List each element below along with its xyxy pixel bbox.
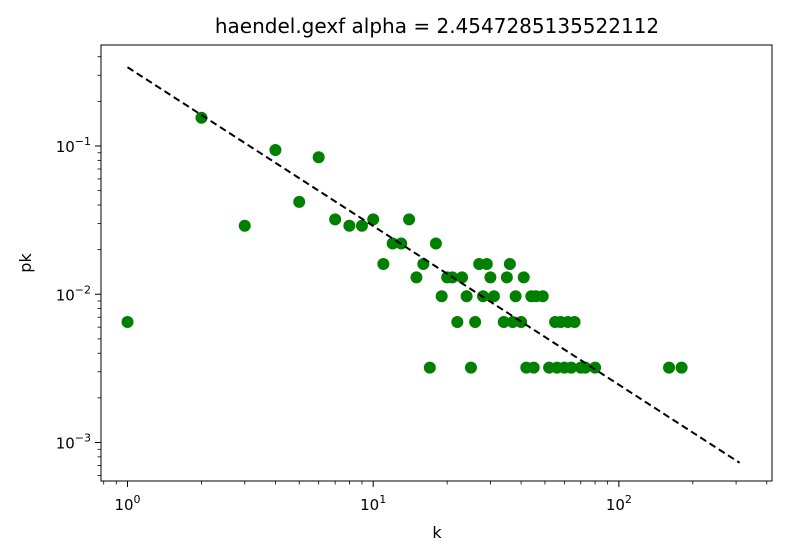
data-point: [675, 361, 688, 374]
data-marks: [121, 66, 741, 464]
plot-background: [101, 45, 772, 481]
data-point: [509, 290, 522, 303]
data-point: [195, 111, 208, 124]
y-axis-label: pk: [16, 253, 35, 273]
data-point: [480, 257, 493, 270]
data-point: [500, 271, 513, 284]
data-point: [293, 195, 306, 208]
data-point: [377, 257, 390, 270]
data-point: [435, 290, 448, 303]
data-point: [343, 219, 356, 232]
data-point: [121, 315, 134, 328]
plot-area: [101, 45, 772, 481]
chart-title: haendel.gexf alpha = 2.4547285135522112: [215, 14, 659, 38]
data-point: [269, 143, 282, 156]
data-point: [417, 257, 430, 270]
data-point: [497, 315, 510, 328]
data-point: [429, 237, 442, 250]
data-point: [238, 219, 251, 232]
data-point: [355, 219, 368, 232]
data-point: [527, 361, 540, 374]
data-point: [503, 257, 516, 270]
data-point: [579, 361, 592, 374]
data-point: [469, 315, 482, 328]
data-point: [487, 290, 500, 303]
data-point: [423, 361, 436, 374]
data-point: [312, 151, 325, 164]
data-point: [329, 213, 342, 226]
data-point: [451, 315, 464, 328]
data-point: [484, 271, 497, 284]
data-point: [456, 271, 469, 284]
plot-frame: [100, 44, 773, 482]
data-point: [367, 213, 380, 226]
data-point: [589, 361, 602, 374]
data-point: [403, 213, 416, 226]
data-point: [460, 290, 473, 303]
x-axis-label: k: [432, 523, 442, 542]
data-point: [464, 361, 477, 374]
y-axis: 10−310−210−1: [56, 56, 101, 476]
data-point: [536, 290, 549, 303]
data-point: [663, 361, 676, 374]
fit-line: [126, 66, 741, 464]
data-point: [410, 271, 423, 284]
data-point: [565, 361, 578, 374]
data-point: [568, 315, 581, 328]
data-point: [517, 271, 530, 284]
